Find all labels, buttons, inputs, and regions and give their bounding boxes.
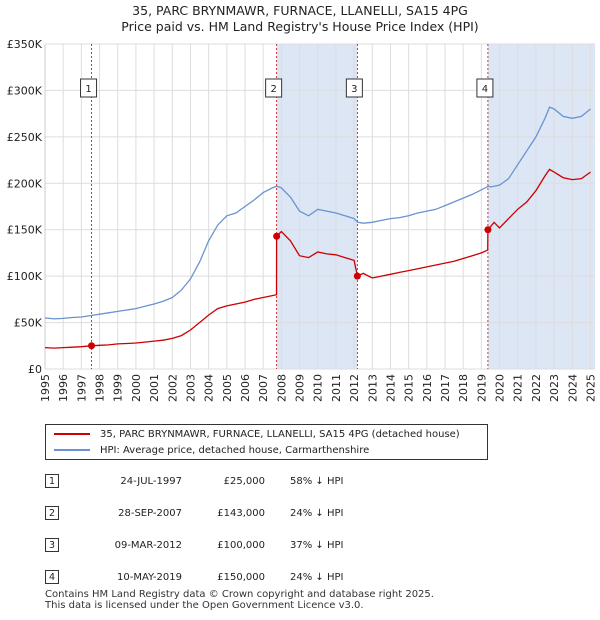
x-tick-label: 2013 bbox=[366, 374, 379, 402]
sale-points bbox=[88, 226, 492, 350]
x-tick-label: 2019 bbox=[475, 374, 488, 402]
x-tick-label: 2003 bbox=[184, 374, 197, 402]
x-tick-label: 2018 bbox=[457, 374, 470, 402]
hpi-series bbox=[44, 106, 591, 320]
chart-title-line-1: 35, PARC BRYNMAWR, FURNACE, LLANELLI, SA… bbox=[132, 3, 468, 18]
x-tick-label: 2017 bbox=[439, 374, 452, 402]
sale-hpi-diff: 58% ↓ HPI bbox=[290, 476, 344, 487]
x-tick-label: 2021 bbox=[512, 374, 525, 402]
x-tick-label: 2006 bbox=[239, 374, 252, 402]
sale-point bbox=[273, 232, 281, 240]
sale-hpi-diff: 24% ↓ HPI bbox=[290, 508, 344, 519]
x-tick-label: 2005 bbox=[221, 374, 234, 402]
sale-price: £100,000 bbox=[217, 540, 265, 551]
x-tick-label: 2012 bbox=[348, 374, 361, 402]
x-tick-label: 2014 bbox=[384, 374, 397, 402]
sale-labels: 1 2 3 4 bbox=[80, 78, 494, 98]
sale-label-text: 2 bbox=[270, 84, 276, 95]
property-line bbox=[44, 168, 591, 349]
legend-swatch-hpi bbox=[54, 449, 90, 451]
sale-date: 24-JUL-1997 bbox=[120, 476, 182, 487]
legend: 35, PARC BRYNMAWR, FURNACE, LLANELLI, SA… bbox=[45, 424, 488, 460]
x-tick-label: 2024 bbox=[566, 374, 579, 402]
sale-date: 10-MAY-2019 bbox=[116, 572, 182, 583]
sale-number-badge: 4 bbox=[45, 570, 59, 584]
sale-point bbox=[484, 226, 492, 234]
y-tick-label: £350K bbox=[7, 38, 43, 51]
shaded-region bbox=[276, 44, 358, 369]
x-tick-label: 1995 bbox=[39, 374, 52, 402]
shaded-regions bbox=[276, 44, 595, 369]
sale-price: £25,000 bbox=[223, 476, 265, 487]
sale-date: 09-MAR-2012 bbox=[114, 540, 182, 551]
sale-number-badge: 1 bbox=[45, 474, 59, 488]
sale-hpi-diff: 24% ↓ HPI bbox=[290, 572, 344, 583]
legend-swatch-property bbox=[54, 433, 90, 435]
y-tick-label: £300K bbox=[7, 84, 43, 97]
x-tick-label: 2023 bbox=[548, 374, 561, 402]
sale-point bbox=[88, 342, 96, 350]
y-tick-label: £100K bbox=[7, 270, 43, 283]
sale-hpi-diff: 37% ↓ HPI bbox=[290, 540, 344, 551]
sale-label-box bbox=[345, 78, 363, 98]
footer: Contains HM Land Registry data © Crown c… bbox=[45, 589, 434, 611]
x-tick-label: 2002 bbox=[166, 374, 179, 402]
x-tick-label: 2025 bbox=[584, 374, 597, 402]
y-tick-label: £50K bbox=[14, 317, 43, 330]
x-tick-label: 1996 bbox=[57, 374, 70, 402]
x-tick-label: 1998 bbox=[94, 374, 107, 402]
sale-number-badge: 2 bbox=[45, 506, 59, 520]
x-tick-label: 2008 bbox=[275, 374, 288, 402]
y-tick-label: £150K bbox=[7, 224, 43, 237]
sale-label-box bbox=[80, 78, 98, 98]
sale-label-box bbox=[265, 78, 283, 98]
chart-title-line-2: Price paid vs. HM Land Registry's House … bbox=[121, 19, 479, 34]
x-tick-label: 2000 bbox=[130, 374, 143, 402]
sale-price: £143,000 bbox=[217, 508, 265, 519]
legend-item-property: 35, PARC BRYNMAWR, FURNACE, LLANELLI, SA… bbox=[54, 428, 460, 442]
footer-line-2: This data is licensed under the Open Gov… bbox=[45, 600, 364, 611]
x-tick-label: 2020 bbox=[494, 374, 507, 402]
legend-label-hpi: HPI: Average price, detached house, Carm… bbox=[100, 445, 370, 456]
sale-label-box bbox=[476, 78, 494, 98]
x-tick-label: 1999 bbox=[112, 374, 125, 402]
y-tick-label: £0 bbox=[28, 363, 42, 376]
x-tick-label: 1997 bbox=[75, 374, 88, 402]
hpi-line bbox=[44, 106, 591, 320]
y-tick-label: £250K bbox=[7, 131, 43, 144]
chart-title: 35, PARC BRYNMAWR, FURNACE, LLANELLI, SA… bbox=[0, 3, 600, 35]
x-tick-label: 2004 bbox=[203, 374, 216, 402]
sale-date: 28-SEP-2007 bbox=[118, 508, 182, 519]
sale-price: £150,000 bbox=[217, 572, 265, 583]
price-chart: 1 2 3 4 £0 £50K £100K £150K £200K £250K £300K £350… bbox=[7, 38, 598, 402]
legend-item-hpi: HPI: Average price, detached house, Carm… bbox=[54, 444, 369, 458]
shaded-region bbox=[487, 44, 595, 369]
x-tick-label: 2011 bbox=[330, 374, 343, 402]
x-tick-label: 2009 bbox=[294, 374, 307, 402]
x-tick-label: 2010 bbox=[312, 374, 325, 402]
x-tick-label: 2016 bbox=[421, 374, 434, 402]
y-axis-ticks: £0 £50K £100K £150K £200K £250K £300K £350K bbox=[7, 38, 43, 376]
x-tick-label: 2001 bbox=[148, 374, 161, 402]
x-axis-ticks: 1995 1996 1997 1998 1999 2000 2001 2002 2003 2004… bbox=[39, 374, 597, 402]
property-series bbox=[44, 168, 591, 349]
legend-label-property: 35, PARC BRYNMAWR, FURNACE, LLANELLI, SA… bbox=[100, 429, 460, 440]
footer-line-1: Contains HM Land Registry data © Crown c… bbox=[45, 589, 434, 600]
sale-label-text: 3 bbox=[351, 84, 357, 95]
sale-number-badge: 3 bbox=[45, 538, 59, 552]
x-tick-label: 2015 bbox=[403, 374, 416, 402]
x-tick-label: 2022 bbox=[530, 374, 543, 402]
y-tick-label: £200K bbox=[7, 177, 43, 190]
sale-label-text: 1 bbox=[85, 84, 91, 95]
x-tick-label: 2007 bbox=[257, 374, 270, 402]
sale-point bbox=[353, 272, 361, 280]
sale-label-text: 4 bbox=[482, 84, 488, 95]
